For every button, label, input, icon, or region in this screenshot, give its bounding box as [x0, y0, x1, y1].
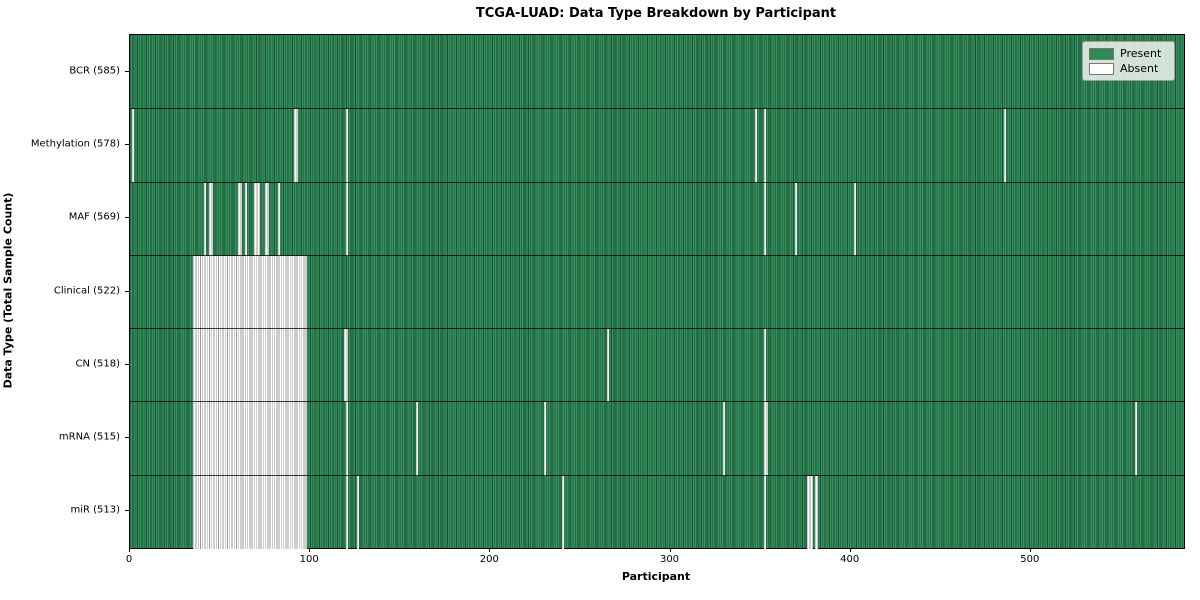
- row-mrna: [130, 401, 1184, 476]
- absent-segment: [764, 402, 768, 476]
- legend-entry: Present: [1089, 47, 1168, 60]
- y-tick-label: MAF (569): [68, 211, 120, 223]
- y-tick-mark: [125, 70, 129, 72]
- legend-entry: Absent: [1089, 62, 1168, 75]
- absent-segment: [346, 182, 348, 256]
- absent-segment: [346, 402, 348, 476]
- absent-segment: [346, 109, 348, 183]
- x-tick-mark: [669, 548, 671, 552]
- legend-swatch-absent: [1089, 62, 1114, 75]
- row-bcr: [130, 35, 1184, 108]
- row-maf: [130, 181, 1184, 256]
- absent-segment: [764, 182, 766, 256]
- absent-segment: [277, 182, 280, 256]
- x-tick-label: 300: [659, 554, 680, 565]
- y-tick-label: CN (518): [75, 358, 120, 370]
- y-tick-label: Methylation (578): [30, 138, 120, 150]
- legend-label: Absent: [1120, 62, 1159, 75]
- chart-title: TCGA-LUAD: Data Type Breakdown by Partic…: [475, 6, 837, 21]
- absent-segment: [755, 109, 757, 183]
- absent-segment: [607, 329, 610, 403]
- absent-segment: [764, 329, 766, 403]
- legend-swatch-present: [1089, 47, 1114, 60]
- absent-segment: [238, 182, 242, 256]
- x-tick-mark: [849, 548, 851, 552]
- x-tick-label: 200: [479, 554, 499, 565]
- absent-segment: [794, 182, 797, 256]
- absent-segment: [346, 475, 348, 549]
- absent-segment: [193, 475, 307, 549]
- absent-segment: [203, 182, 206, 256]
- x-tick-mark: [489, 548, 491, 552]
- x-tick-mark: [129, 548, 130, 552]
- y-tick-label: miR (513): [70, 504, 120, 516]
- absent-segment: [722, 402, 725, 476]
- x-tick-mark: [1029, 548, 1031, 552]
- absent-segment: [193, 402, 307, 476]
- absent-segment: [193, 329, 307, 403]
- x-axis-label: Participant: [621, 570, 691, 583]
- plot-area: [129, 34, 1185, 549]
- absent-segment: [245, 182, 248, 256]
- absent-segment: [764, 475, 766, 549]
- absent-segment: [254, 182, 260, 256]
- absent-segment: [416, 402, 419, 476]
- row-clinical: [130, 254, 1184, 330]
- absent-segment: [807, 475, 813, 549]
- absent-segment: [293, 109, 298, 183]
- x-tick-label: 400: [840, 554, 860, 565]
- absent-segment: [544, 402, 547, 476]
- x-tick-label: 0: [125, 554, 133, 565]
- x-tick-label: 100: [299, 554, 319, 565]
- y-tick-mark: [125, 510, 129, 512]
- y-tick-mark: [125, 217, 129, 219]
- row-methylation: [130, 108, 1184, 183]
- absent-segment: [131, 109, 134, 183]
- y-tick-label: Clinical (522): [53, 285, 120, 296]
- absent-segment: [344, 329, 348, 403]
- absent-segment: [209, 182, 213, 256]
- absent-segment: [1135, 402, 1138, 476]
- y-tick-mark: [125, 363, 129, 365]
- absent-segment: [854, 182, 857, 256]
- absent-segment: [1003, 109, 1006, 183]
- absent-segment: [265, 182, 269, 256]
- row-mir: [130, 474, 1184, 549]
- absent-segment: [814, 475, 819, 549]
- y-tick-label: BCR (585): [69, 65, 120, 77]
- y-tick-mark: [125, 143, 129, 145]
- row-cn: [130, 328, 1184, 403]
- x-tick-label: 500: [1020, 554, 1040, 565]
- legend: Present Absent: [1082, 41, 1175, 81]
- y-tick-mark: [125, 290, 129, 292]
- absent-segment: [357, 475, 359, 549]
- legend-label: Present: [1120, 47, 1162, 60]
- x-tick-mark: [309, 548, 311, 552]
- absent-segment: [562, 475, 565, 549]
- y-tick-mark: [125, 437, 129, 439]
- absent-segment: [764, 109, 766, 183]
- absent-segment: [193, 255, 307, 330]
- y-tick-label: mRNA (515): [58, 431, 120, 443]
